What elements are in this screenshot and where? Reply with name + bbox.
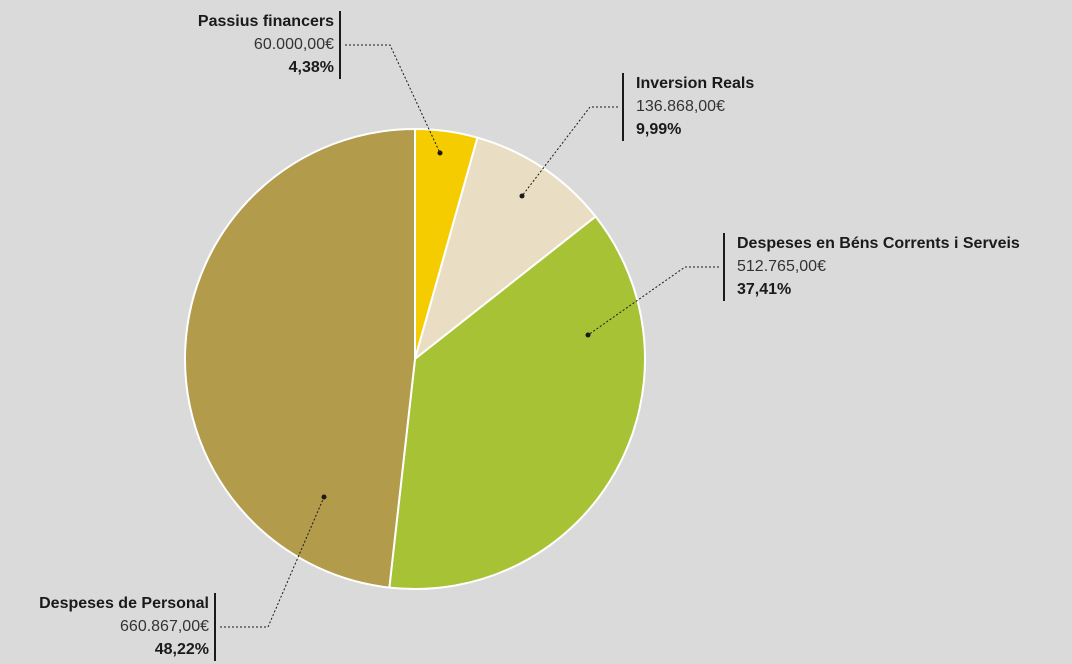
leader-line (345, 44, 441, 154)
slice-percent: 48,22% (155, 641, 209, 658)
slice-name: Passius financers (198, 13, 334, 30)
slice-percent: 9,99% (636, 121, 681, 138)
slice-amount: 512.765,00€ (737, 258, 826, 275)
leader-dot (321, 494, 327, 500)
slice-name: Despeses de Personal (39, 595, 209, 612)
slice-amount: 660.867,00€ (120, 618, 209, 635)
slice-amount: 136.868,00€ (636, 98, 725, 115)
leader-dot (585, 332, 591, 338)
slice-name: Inversion Reals (636, 75, 754, 92)
leader-line (521, 106, 618, 197)
leader-dot (519, 193, 525, 199)
leader-line (587, 266, 719, 336)
pie-slice (388, 215, 646, 590)
leader-dot (437, 150, 443, 156)
pie-slice (184, 127, 416, 589)
slice-amount: 60.000,00€ (254, 36, 334, 53)
leader-line (220, 496, 325, 628)
slice-name: Despeses en Béns Corrents i Serveis (737, 235, 1020, 252)
slice-percent: 37,41% (737, 281, 791, 298)
pie-slice (413, 136, 597, 362)
slice-percent: 4,38% (289, 59, 334, 76)
